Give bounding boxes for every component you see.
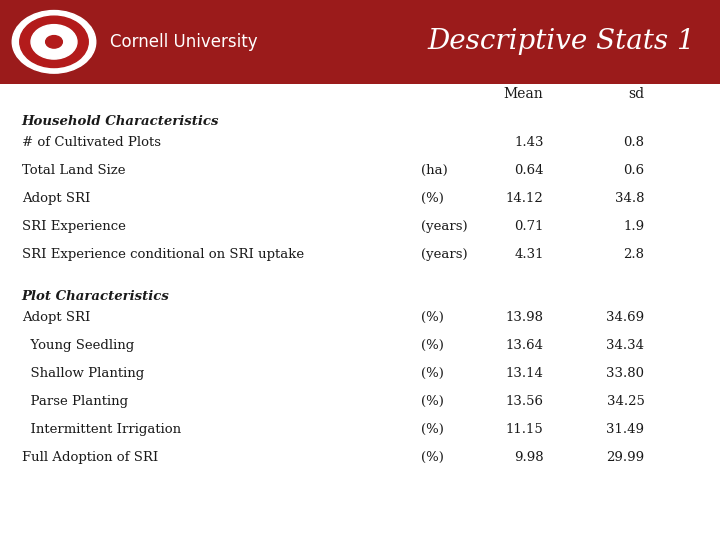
- Text: 34.69: 34.69: [606, 311, 644, 324]
- Text: 34.8: 34.8: [615, 192, 644, 205]
- Text: # of Cultivated Plots: # of Cultivated Plots: [22, 136, 161, 149]
- Circle shape: [31, 25, 77, 59]
- Text: Cornell University: Cornell University: [109, 33, 258, 51]
- Text: 4.31: 4.31: [514, 248, 544, 261]
- Text: Household Characteristics: Household Characteristics: [22, 115, 219, 128]
- Text: 33.80: 33.80: [606, 367, 644, 380]
- Text: SRI Experience: SRI Experience: [22, 220, 125, 233]
- Text: (%): (%): [421, 367, 444, 380]
- Text: Descriptive Stats 1: Descriptive Stats 1: [427, 28, 695, 56]
- Text: 0.8: 0.8: [624, 136, 644, 149]
- Text: (%): (%): [421, 395, 444, 408]
- Text: 0.71: 0.71: [514, 220, 544, 233]
- Text: 11.15: 11.15: [506, 423, 544, 436]
- Text: Adopt SRI: Adopt SRI: [22, 192, 90, 205]
- Text: (years): (years): [421, 248, 468, 261]
- Text: 1.43: 1.43: [514, 136, 544, 149]
- Text: 2.8: 2.8: [624, 248, 644, 261]
- Text: 13.14: 13.14: [505, 367, 544, 380]
- Text: 0.6: 0.6: [624, 164, 644, 177]
- Text: SRI Experience conditional on SRI uptake: SRI Experience conditional on SRI uptake: [22, 248, 304, 261]
- Text: Shallow Planting: Shallow Planting: [22, 367, 144, 380]
- Text: Full Adoption of SRI: Full Adoption of SRI: [22, 451, 158, 464]
- Text: 13.56: 13.56: [505, 395, 544, 408]
- Text: 29.99: 29.99: [606, 451, 644, 464]
- Text: (%): (%): [421, 192, 444, 205]
- Text: 0.64: 0.64: [514, 164, 544, 177]
- Text: 1.9: 1.9: [624, 220, 644, 233]
- Circle shape: [12, 10, 96, 73]
- Text: 13.98: 13.98: [505, 311, 544, 324]
- Text: (%): (%): [421, 451, 444, 464]
- Text: 34.25: 34.25: [606, 395, 644, 408]
- Text: Intermittent Irrigation: Intermittent Irrigation: [22, 423, 181, 436]
- Text: (%): (%): [421, 339, 444, 352]
- Text: Plot Characteristics: Plot Characteristics: [22, 290, 169, 303]
- Circle shape: [19, 16, 89, 68]
- Circle shape: [45, 36, 63, 48]
- Text: Mean: Mean: [504, 87, 544, 102]
- Text: 9.98: 9.98: [514, 451, 544, 464]
- Text: (%): (%): [421, 423, 444, 436]
- Text: sd: sd: [629, 87, 644, 102]
- Text: Adopt SRI: Adopt SRI: [22, 311, 90, 324]
- Text: (%): (%): [421, 311, 444, 324]
- Text: 31.49: 31.49: [606, 423, 644, 436]
- Text: Young Seedling: Young Seedling: [22, 339, 134, 352]
- Text: (ha): (ha): [421, 164, 448, 177]
- Text: Parse Planting: Parse Planting: [22, 395, 127, 408]
- Text: (years): (years): [421, 220, 468, 233]
- Text: 13.64: 13.64: [505, 339, 544, 352]
- Text: Total Land Size: Total Land Size: [22, 164, 125, 177]
- FancyBboxPatch shape: [0, 0, 720, 84]
- Text: 14.12: 14.12: [506, 192, 544, 205]
- Text: 34.34: 34.34: [606, 339, 644, 352]
